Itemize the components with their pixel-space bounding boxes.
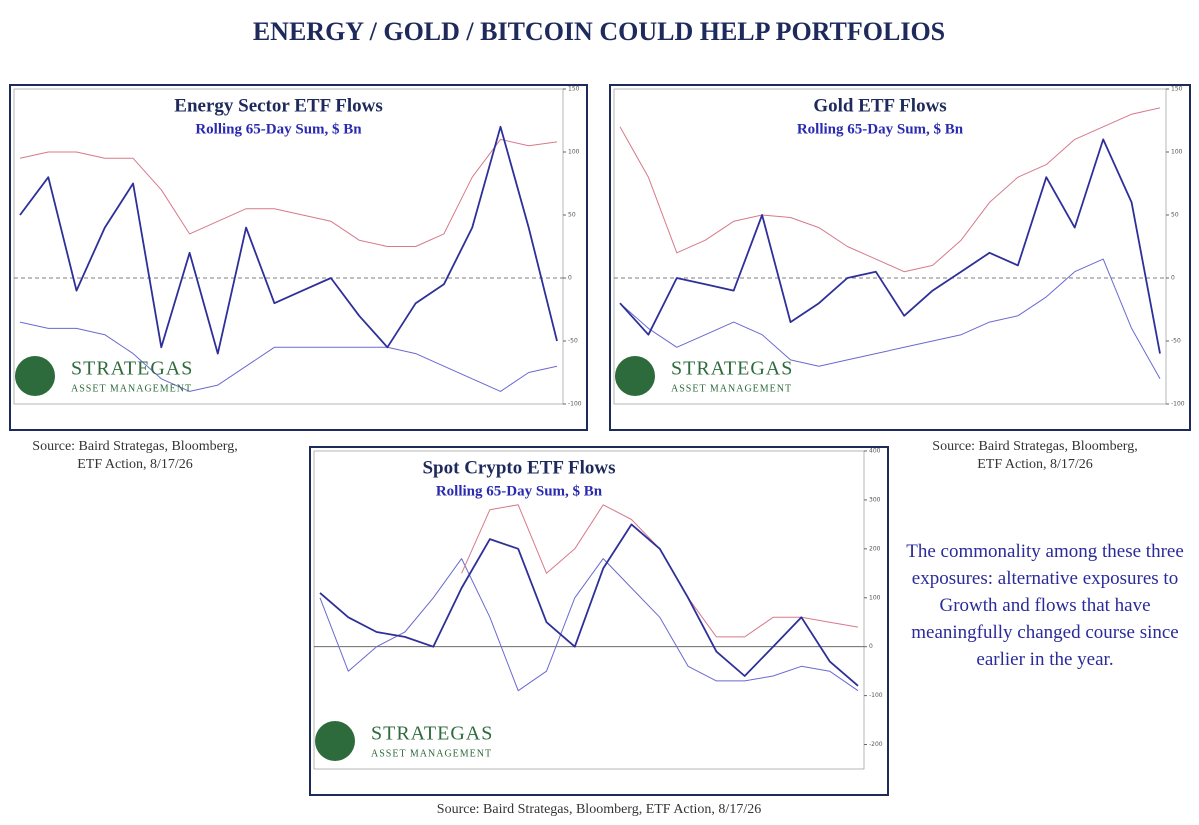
series-line bbox=[319, 523, 859, 687]
y-tick-label: -50 bbox=[568, 338, 578, 345]
series-line bbox=[19, 138, 558, 247]
y-tick-label: 300 bbox=[869, 496, 881, 503]
chart-frame bbox=[309, 446, 889, 796]
y-tick-label: -100 bbox=[568, 401, 582, 408]
logo-tagline: ASSET MANAGEMENT bbox=[371, 748, 492, 759]
plot-area bbox=[13, 88, 564, 405]
chart-title: Gold ETF Flows bbox=[813, 95, 946, 116]
logo-tagline: ASSET MANAGEMENT bbox=[671, 383, 792, 394]
y-tick-label: 400 bbox=[869, 448, 881, 455]
chart-subtitle: Rolling 65-Day Sum, $ Bn bbox=[195, 121, 362, 137]
logo-name: STRATEGAS bbox=[71, 358, 193, 380]
series-line bbox=[19, 321, 558, 392]
source-box: Source: Baird Strategas, Bloomberg, ETF … bbox=[932, 439, 1138, 472]
y-tick-label: 0 bbox=[568, 275, 572, 282]
logo-tagline: ASSET MANAGEMENT bbox=[71, 383, 192, 394]
y-tick-label: 0 bbox=[1171, 275, 1175, 282]
y-tick-label: 150 bbox=[1171, 86, 1183, 93]
logo-name: STRATEGAS bbox=[371, 723, 493, 745]
y-tick-label: -100 bbox=[869, 692, 883, 699]
y-tick-label: 200 bbox=[869, 545, 881, 552]
y-tick-label: -50 bbox=[1171, 338, 1181, 345]
series-line bbox=[319, 558, 859, 692]
source-box: Source: Baird Strategas, Bloomberg, ETF … bbox=[32, 439, 238, 472]
chart-subtitle: Rolling 65-Day Sum, $ Bn bbox=[797, 121, 964, 137]
y-tick-label: 100 bbox=[869, 594, 881, 601]
source: Source: Baird Strategas, Bloomberg, ETF … bbox=[932, 439, 1138, 472]
logo-mark bbox=[615, 356, 655, 396]
chart-frame bbox=[609, 84, 1191, 431]
y-tick-label: -200 bbox=[869, 741, 883, 748]
chart-title: Spot Crypto ETF Flows bbox=[422, 457, 615, 478]
series-line bbox=[619, 258, 1161, 380]
y-tick-label: 150 bbox=[568, 86, 580, 93]
note: The commonality among these three exposu… bbox=[906, 541, 1184, 670]
logo-mark bbox=[315, 721, 355, 761]
series-line bbox=[619, 138, 1161, 354]
source: Source: Baird Strategas, Bloomberg, ETF … bbox=[32, 439, 238, 472]
y-tick-label: 50 bbox=[568, 212, 576, 219]
series-line bbox=[19, 125, 558, 355]
plot-area bbox=[313, 450, 865, 770]
logo-mark bbox=[15, 356, 55, 396]
series-line bbox=[619, 107, 1161, 273]
y-tick-label: 100 bbox=[568, 149, 580, 156]
chart-frame bbox=[9, 84, 588, 431]
slide-title: ENERGY / GOLD / BITCOIN COULD HELP PORTF… bbox=[253, 17, 945, 46]
source: Source: Baird Strategas, Bloomberg, ETF … bbox=[437, 802, 761, 817]
chart-subtitle: Rolling 65-Day Sum, $ Bn bbox=[436, 483, 603, 499]
y-tick-label: 100 bbox=[1171, 149, 1183, 156]
y-tick-label: 50 bbox=[1171, 212, 1179, 219]
y-tick-label: 0 bbox=[869, 643, 873, 650]
logo-name: STRATEGAS bbox=[671, 358, 793, 380]
y-tick-label: -100 bbox=[1171, 401, 1185, 408]
chart-title: Energy Sector ETF Flows bbox=[174, 95, 382, 116]
plot-area bbox=[613, 88, 1167, 405]
